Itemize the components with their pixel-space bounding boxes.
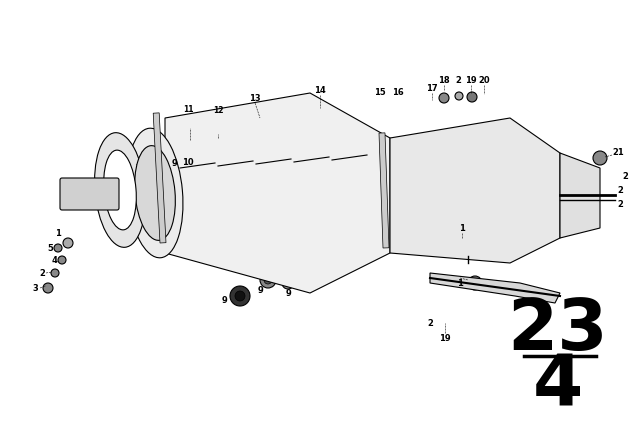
Circle shape: [211, 117, 229, 135]
Text: 19: 19: [465, 76, 477, 85]
Polygon shape: [430, 273, 560, 303]
Text: 7: 7: [135, 164, 141, 172]
Circle shape: [472, 280, 478, 286]
Bar: [379, 133, 389, 248]
Text: 8: 8: [160, 159, 166, 168]
Text: 2: 2: [617, 199, 623, 208]
Text: 2: 2: [455, 76, 461, 85]
Ellipse shape: [134, 146, 175, 240]
Text: 13: 13: [249, 94, 261, 103]
Circle shape: [215, 153, 265, 203]
Circle shape: [235, 291, 245, 301]
Circle shape: [463, 243, 473, 253]
Circle shape: [63, 238, 73, 248]
Text: 15: 15: [374, 87, 386, 96]
Text: 2: 2: [427, 319, 433, 327]
Circle shape: [51, 269, 59, 277]
Text: 6: 6: [92, 184, 98, 193]
Circle shape: [455, 92, 463, 100]
Polygon shape: [390, 118, 560, 263]
Circle shape: [218, 196, 262, 240]
Circle shape: [230, 286, 250, 306]
Text: 4: 4: [52, 255, 58, 264]
Text: 11: 11: [183, 105, 193, 114]
Text: 4: 4: [533, 352, 583, 421]
Text: 14: 14: [314, 86, 326, 95]
Circle shape: [218, 116, 262, 160]
Text: 9: 9: [257, 285, 263, 294]
Circle shape: [460, 230, 476, 246]
Circle shape: [264, 276, 272, 284]
Circle shape: [282, 277, 294, 289]
Text: 5: 5: [47, 244, 53, 253]
Text: 20: 20: [478, 76, 490, 85]
Circle shape: [58, 256, 66, 264]
Text: 16: 16: [392, 87, 404, 96]
Text: 1: 1: [457, 279, 463, 288]
Circle shape: [582, 190, 598, 206]
Bar: [153, 113, 166, 243]
Circle shape: [448, 181, 472, 205]
Text: 18: 18: [438, 76, 450, 85]
Circle shape: [468, 276, 482, 290]
Circle shape: [185, 123, 195, 133]
Circle shape: [593, 151, 607, 165]
Text: 3: 3: [32, 284, 38, 293]
Text: 2: 2: [39, 268, 45, 277]
Circle shape: [260, 272, 276, 288]
Polygon shape: [560, 153, 600, 238]
Ellipse shape: [127, 128, 183, 258]
Circle shape: [430, 163, 490, 223]
Circle shape: [54, 244, 62, 252]
Text: 12: 12: [212, 106, 223, 115]
Text: 2: 2: [617, 185, 623, 194]
Text: 10: 10: [182, 158, 194, 167]
Circle shape: [467, 92, 477, 102]
Text: 17: 17: [426, 83, 438, 92]
Circle shape: [178, 116, 202, 140]
Ellipse shape: [104, 150, 136, 230]
Text: 9: 9: [172, 159, 178, 168]
Text: 23: 23: [508, 296, 608, 365]
Text: 9: 9: [285, 289, 291, 297]
Circle shape: [439, 93, 449, 103]
Circle shape: [43, 283, 53, 293]
FancyBboxPatch shape: [60, 178, 119, 210]
Ellipse shape: [95, 133, 145, 247]
Text: 1: 1: [55, 228, 61, 237]
Text: 19: 19: [439, 333, 451, 343]
Text: 9: 9: [222, 296, 228, 305]
Polygon shape: [165, 93, 390, 293]
Text: 2: 2: [622, 172, 628, 181]
Text: 1: 1: [459, 224, 465, 233]
Text: 21: 21: [612, 147, 624, 156]
